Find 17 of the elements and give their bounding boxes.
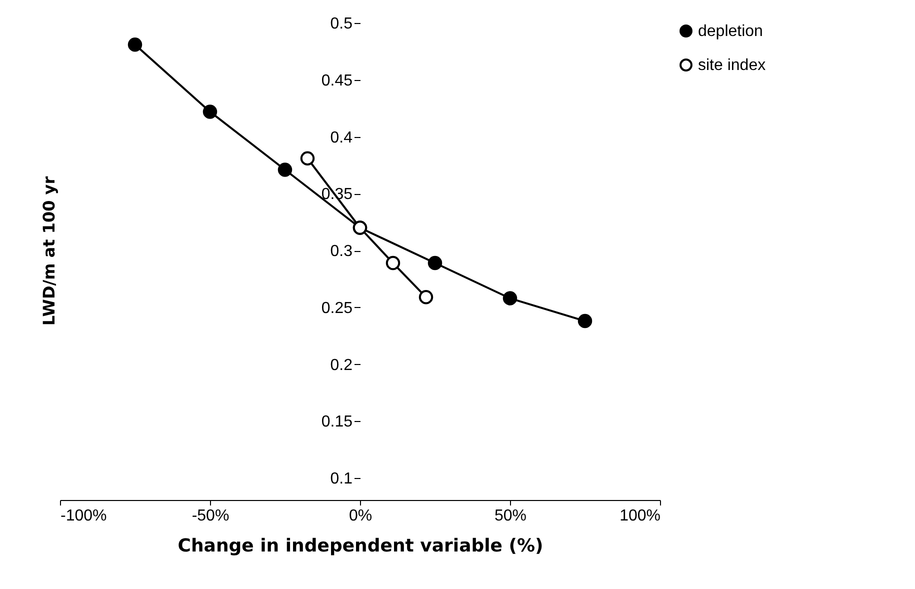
x-tick-label: 0% [348, 508, 372, 524]
y-tick-label: 0.15 [321, 414, 353, 431]
x-tick-label: 100% [620, 508, 660, 524]
y-tick-label: 0.25 [321, 300, 353, 317]
x-tick-label: -100% [60, 508, 107, 524]
y-tick-label: 0.5 [330, 16, 353, 32]
y-tick-label: 0.4 [330, 129, 353, 146]
x-tick-label: -50% [192, 508, 230, 524]
y-tick-label: 0.3 [330, 243, 353, 260]
legend-label: depletion [698, 23, 763, 40]
y-tick-label: 0.45 [321, 72, 353, 90]
legend-label: site index [698, 57, 766, 74]
x-axis-title: Change in independent variable (%) [178, 536, 544, 556]
y-tick-label: 0.2 [330, 356, 353, 374]
y-tick-label: 0.1 [330, 470, 353, 488]
y-axis-title: LWD/m at 100 yr [39, 176, 58, 326]
x-tick-label: 50% [494, 508, 527, 524]
